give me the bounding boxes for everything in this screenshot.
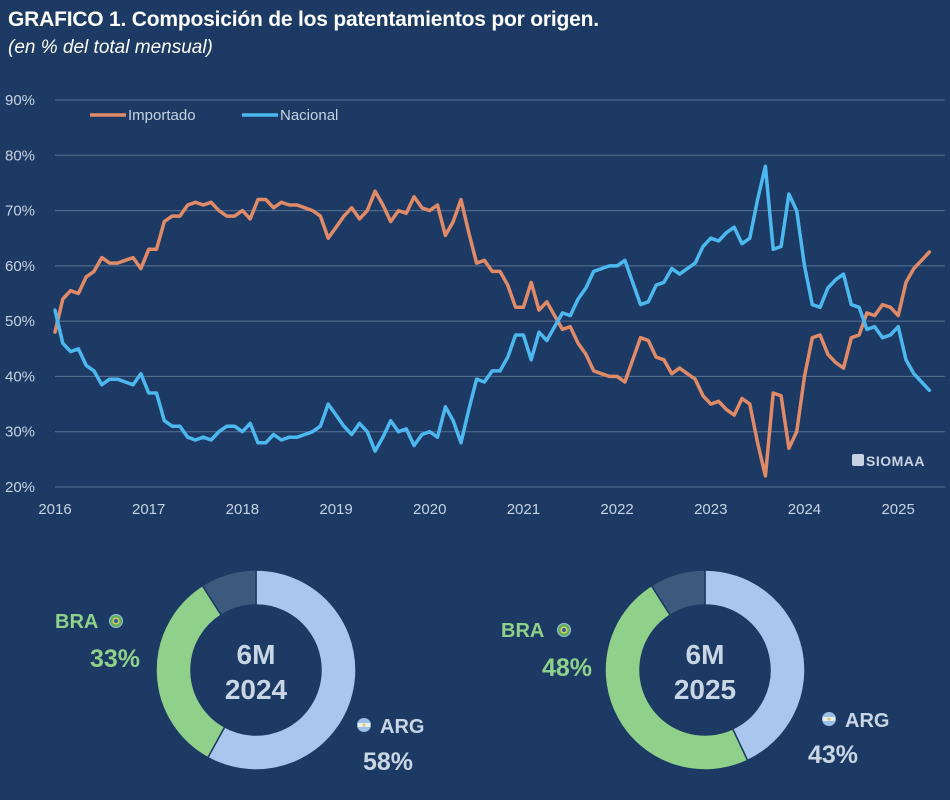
bra-label: BRA [55,611,98,633]
y-tick-label: 90% [5,92,35,109]
bra-label: BRA [501,620,544,642]
x-tick-label: 2025 [881,501,914,518]
arg-flag-icon [822,712,836,726]
donut-center-label: 6M [686,639,725,670]
arg-label: ARG [845,710,889,732]
y-axis-ticks: 20% 30% 40% 50% 60% 70% 80% 90% [5,92,35,496]
series-line-nacional [53,164,932,453]
series-line-importado [53,189,932,478]
watermark-text: SIOMAA [866,453,925,469]
x-tick-label: 2020 [413,501,446,518]
x-tick-label: 2016 [38,501,71,518]
bra-percentage: 48% [542,654,592,682]
legend-label-nacional: Nacional [280,107,338,124]
donut-slice-other [650,569,706,617]
arg-label: ARG [380,716,424,738]
y-tick-label: 60% [5,258,35,275]
watermark: SIOMAA [852,453,925,469]
arg-flag-icon [357,718,371,732]
bra-flag-icon [557,623,571,637]
watermark-logo-icon [852,454,864,466]
x-tick-label: 2022 [600,501,633,518]
y-tick-label: 50% [5,313,35,330]
x-tick-label: 2018 [226,501,259,518]
donut-6m-2024: 6M 2024 BRA 33% ARG 58% [55,569,424,776]
y-tick-label: 20% [5,479,35,496]
donut-slice-arg [704,569,806,762]
y-tick-label: 70% [5,203,35,220]
donut-center-year: 2025 [674,674,736,705]
donut-center-year: 2024 [225,674,288,705]
x-tick-label: 2024 [788,501,821,518]
donut-slice-other [201,569,257,617]
bra-flag-icon [109,614,123,628]
y-tick-label: 30% [5,424,35,441]
donut-6m-2025: 6M 2025 BRA 48% ARG 43% [501,569,889,771]
bra-percentage: 33% [90,645,140,673]
x-tick-label: 2021 [507,501,540,518]
arg-percentage: 58% [363,748,413,776]
x-axis-ticks: 2016 2017 2018 2019 2020 2021 2022 2023 2024 2025 [38,501,915,518]
chart-subtitle: (en % del total mensual) [8,37,213,58]
line-chart: 20%30%40%50%60%70%80%90% 2016 2017 2018 201… [5,92,945,518]
x-tick-label: 2019 [319,501,352,518]
legend-label-importado: Importado [128,107,196,124]
arg-percentage: 43% [808,741,858,769]
y-tick-label: 40% [5,368,35,385]
legend: Importado Nacional [90,107,338,124]
y-tick-label: 80% [5,147,35,164]
x-tick-label: 2023 [694,501,727,518]
donut-slice-bra [155,584,226,759]
donut-center-label: 6M [237,639,276,670]
series-lines [53,164,932,478]
donut-slice-arg [206,569,357,771]
donut-slice-bra [604,584,749,771]
chart-title: GRAFICO 1. Composición de los patentamie… [8,8,599,31]
x-tick-label: 2017 [132,501,165,518]
